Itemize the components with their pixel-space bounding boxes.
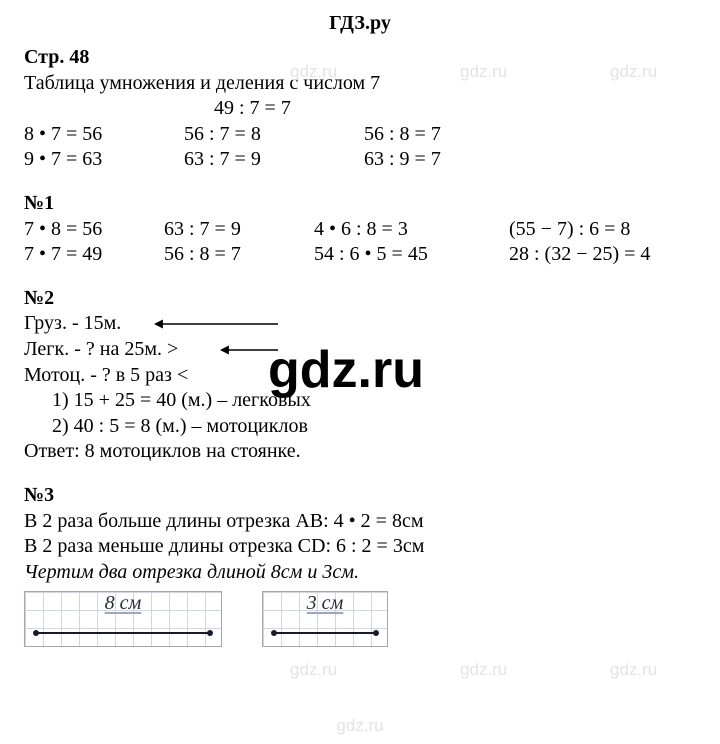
intro-col2: 56 : 7 = 8 63 : 7 = 9 (184, 122, 364, 173)
header-title: ГДЗ.ру (329, 12, 391, 34)
segment-endpoint (373, 630, 379, 636)
segment-endpoint (207, 630, 213, 636)
task3-block: №3 В 2 раза больше длины отрезка АВ: 4 •… (24, 483, 696, 647)
task3-line: В 2 раза больше длины отрезка АВ: 4 • 2 … (24, 509, 696, 535)
eq: 7 • 8 = 56 (24, 217, 164, 243)
intro-block: Стр. 48 Таблица умножения и деления с чи… (24, 45, 696, 173)
task3-line: В 2 раза меньше длины отрезка CD: 6 : 2 … (24, 534, 696, 560)
ruler-label: 3 см (307, 592, 344, 615)
eq: 8 • 7 = 56 (24, 122, 184, 148)
intro-col1: 8 • 7 = 56 9 • 7 = 63 (24, 122, 184, 173)
eq: 56 : 8 = 7 (164, 242, 314, 268)
ruler-3cm: 3 см (262, 591, 388, 647)
intro-row: 8 • 7 = 56 9 • 7 = 63 56 : 7 = 8 63 : 7 … (24, 122, 696, 173)
eq: 7 • 7 = 49 (24, 242, 164, 268)
footer-watermark: gdz.ru (0, 716, 720, 736)
intro-center-eq: 49 : 7 = 7 (24, 96, 696, 122)
page-ref: Стр. 48 (24, 45, 696, 71)
watermark-small: gdz.ru (290, 660, 337, 680)
ruler-8cm: 8 см (24, 591, 222, 647)
task2-block: №2 Груз. - 15м. Легк. - ? на 25м. > Мото… (24, 286, 696, 465)
task3-heading: №3 (24, 483, 696, 509)
ruler-group: 8 см 3 см (24, 591, 696, 647)
eq: (55 − 7) : 6 = 8 (509, 217, 689, 243)
eq: 9 • 7 = 63 (24, 147, 184, 173)
intro-title: Таблица умножения и деления с числом 7 (24, 71, 696, 97)
task2-step: 1) 15 + 25 = 40 (м.) – легковых (24, 388, 696, 414)
eq: 56 : 7 = 8 (184, 122, 364, 148)
task1-row: 7 • 8 = 56 7 • 7 = 49 63 : 7 = 9 56 : 8 … (24, 217, 696, 268)
page: ГДЗ.ру gdz.ru gdz.ru gdz.ru Стр. 48 Табл… (0, 0, 720, 744)
eq: 63 : 7 = 9 (164, 217, 314, 243)
task2-line: Груз. - 15м. (24, 311, 696, 337)
intro-col3: 56 : 8 = 7 63 : 9 = 7 (364, 122, 524, 173)
eq: 28 : (32 − 25) = 4 (509, 242, 689, 268)
segment-line (274, 632, 376, 634)
watermark-small: gdz.ru (460, 660, 507, 680)
eq: 54 : 6 • 5 = 45 (314, 242, 509, 268)
task2-line: Мотоц. - ? в 5 раз < (24, 363, 696, 389)
task1-col1: 7 • 8 = 56 7 • 7 = 49 (24, 217, 164, 268)
eq: 56 : 8 = 7 (364, 122, 524, 148)
eq: 4 • 6 : 8 = 3 (314, 217, 509, 243)
task1-col4: (55 − 7) : 6 = 8 28 : (32 − 25) = 4 (509, 217, 689, 268)
ruler-label: 8 см (105, 592, 142, 615)
task1-col2: 63 : 7 = 9 56 : 8 = 7 (164, 217, 314, 268)
task2-step: 2) 40 : 5 = 8 (м.) – мотоциклов (24, 414, 696, 440)
watermark-small: gdz.ru (610, 660, 657, 680)
eq: 63 : 7 = 9 (184, 147, 364, 173)
task2-line: Легк. - ? на 25м. > (24, 337, 696, 363)
task2-heading: №2 (24, 286, 696, 312)
segment-line (36, 632, 210, 634)
eq: 63 : 9 = 7 (364, 147, 524, 173)
task1-col3: 4 • 6 : 8 = 3 54 : 6 • 5 = 45 (314, 217, 509, 268)
task3-instruction: Чертим два отрезка длиной 8см и 3см. (24, 560, 696, 586)
task1-block: №1 7 • 8 = 56 7 • 7 = 49 63 : 7 = 9 56 :… (24, 191, 696, 268)
task1-heading: №1 (24, 191, 696, 217)
task2-answer: Ответ: 8 мотоциклов на стоянке. (24, 439, 696, 465)
site-header: ГДЗ.ру (24, 12, 696, 35)
